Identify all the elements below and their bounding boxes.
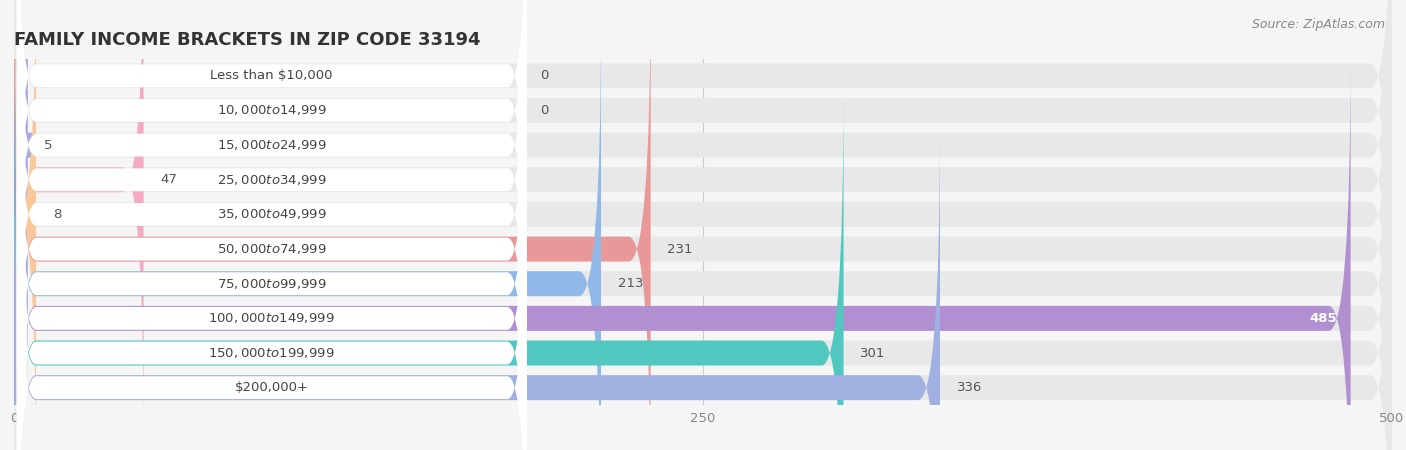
Text: $75,000 to $99,999: $75,000 to $99,999 [217, 277, 326, 291]
FancyBboxPatch shape [17, 0, 527, 342]
Text: FAMILY INCOME BRACKETS IN ZIP CODE 33194: FAMILY INCOME BRACKETS IN ZIP CODE 33194 [14, 31, 481, 49]
FancyBboxPatch shape [17, 0, 527, 307]
FancyBboxPatch shape [14, 19, 1392, 450]
FancyBboxPatch shape [14, 0, 651, 450]
FancyBboxPatch shape [17, 0, 527, 446]
FancyBboxPatch shape [14, 88, 1392, 450]
Text: 5: 5 [45, 139, 53, 152]
Text: $100,000 to $149,999: $100,000 to $149,999 [208, 311, 335, 325]
FancyBboxPatch shape [14, 0, 1392, 450]
FancyBboxPatch shape [17, 0, 527, 376]
Text: $200,000+: $200,000+ [235, 381, 309, 394]
FancyBboxPatch shape [17, 53, 527, 450]
Text: Source: ZipAtlas.com: Source: ZipAtlas.com [1251, 18, 1385, 31]
Text: 231: 231 [668, 243, 693, 256]
FancyBboxPatch shape [14, 19, 600, 450]
Text: 0: 0 [540, 104, 548, 117]
Text: 301: 301 [860, 346, 886, 360]
Text: 0: 0 [540, 69, 548, 82]
FancyBboxPatch shape [14, 88, 844, 450]
Text: $25,000 to $34,999: $25,000 to $34,999 [217, 173, 326, 187]
Text: $50,000 to $74,999: $50,000 to $74,999 [217, 242, 326, 256]
FancyBboxPatch shape [17, 0, 527, 411]
Text: $15,000 to $24,999: $15,000 to $24,999 [217, 138, 326, 152]
FancyBboxPatch shape [14, 123, 941, 450]
Text: 213: 213 [617, 277, 643, 290]
Text: $150,000 to $199,999: $150,000 to $199,999 [208, 346, 335, 360]
FancyBboxPatch shape [14, 0, 1392, 341]
Text: $35,000 to $49,999: $35,000 to $49,999 [217, 207, 326, 221]
Text: 336: 336 [956, 381, 981, 394]
FancyBboxPatch shape [17, 18, 527, 450]
FancyBboxPatch shape [17, 87, 527, 450]
FancyBboxPatch shape [14, 54, 1351, 450]
FancyBboxPatch shape [14, 0, 143, 445]
Text: 8: 8 [52, 208, 60, 221]
FancyBboxPatch shape [14, 123, 1392, 450]
FancyBboxPatch shape [14, 0, 1392, 410]
Text: Less than $10,000: Less than $10,000 [211, 69, 333, 82]
Text: 485: 485 [1309, 312, 1337, 325]
FancyBboxPatch shape [14, 0, 37, 450]
FancyBboxPatch shape [17, 157, 527, 450]
Text: 47: 47 [160, 173, 177, 186]
FancyBboxPatch shape [17, 122, 527, 450]
FancyBboxPatch shape [14, 0, 1392, 445]
FancyBboxPatch shape [14, 0, 1392, 375]
Text: $10,000 to $14,999: $10,000 to $14,999 [217, 104, 326, 117]
FancyBboxPatch shape [6, 0, 37, 410]
FancyBboxPatch shape [14, 54, 1392, 450]
FancyBboxPatch shape [14, 0, 1392, 450]
